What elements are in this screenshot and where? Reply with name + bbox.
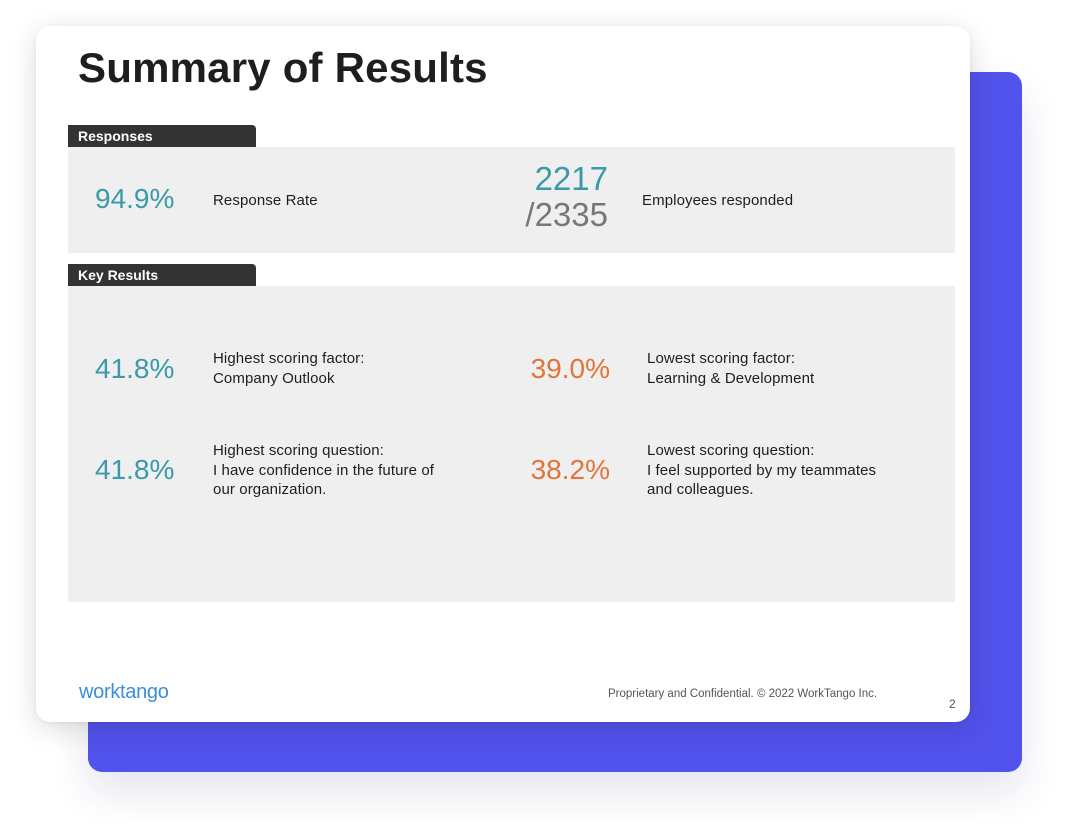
employee-count: 2217 /2335 [468,159,608,239]
employees-responded-label: Employees responded [642,192,794,209]
employees-total-count: /2335 [525,196,608,233]
responses-panel: 94.9% Response Rate 2217 /2335 Employees… [68,147,955,253]
response-rate-value: 94.9% [95,183,175,214]
employees-responded-count: 2217 [534,160,608,197]
lowest-question-label: Lowest scoring question: I feel supporte… [647,442,877,498]
highest-factor-value: 41.8% [95,353,175,384]
key-results-panel: 41.8% Highest scoring factor: Company Ou… [68,286,955,602]
highest-question-value: 41.8% [95,454,175,485]
worktango-logo: worktango [79,681,169,703]
slide: Summary of Results Responses 94.9% Respo… [36,26,970,722]
slide-title: Summary of Results [78,44,488,91]
lowest-factor-label: Lowest scoring factor: Learning & Develo… [647,350,815,387]
lowest-factor-value: 39.0% [530,353,610,384]
key-results-header: Key Results [68,264,256,286]
lowest-question-value: 38.2% [530,454,610,485]
page-number: 2 [949,697,956,711]
highest-question-label: Highest scoring question: I have confide… [213,442,435,498]
response-rate-label: Response Rate [213,192,318,209]
confidential-notice: Proprietary and Confidential. © 2022 Wor… [608,688,878,700]
highest-factor-label: Highest scoring factor: Company Outlook [213,350,365,387]
responses-header: Responses [68,125,256,147]
